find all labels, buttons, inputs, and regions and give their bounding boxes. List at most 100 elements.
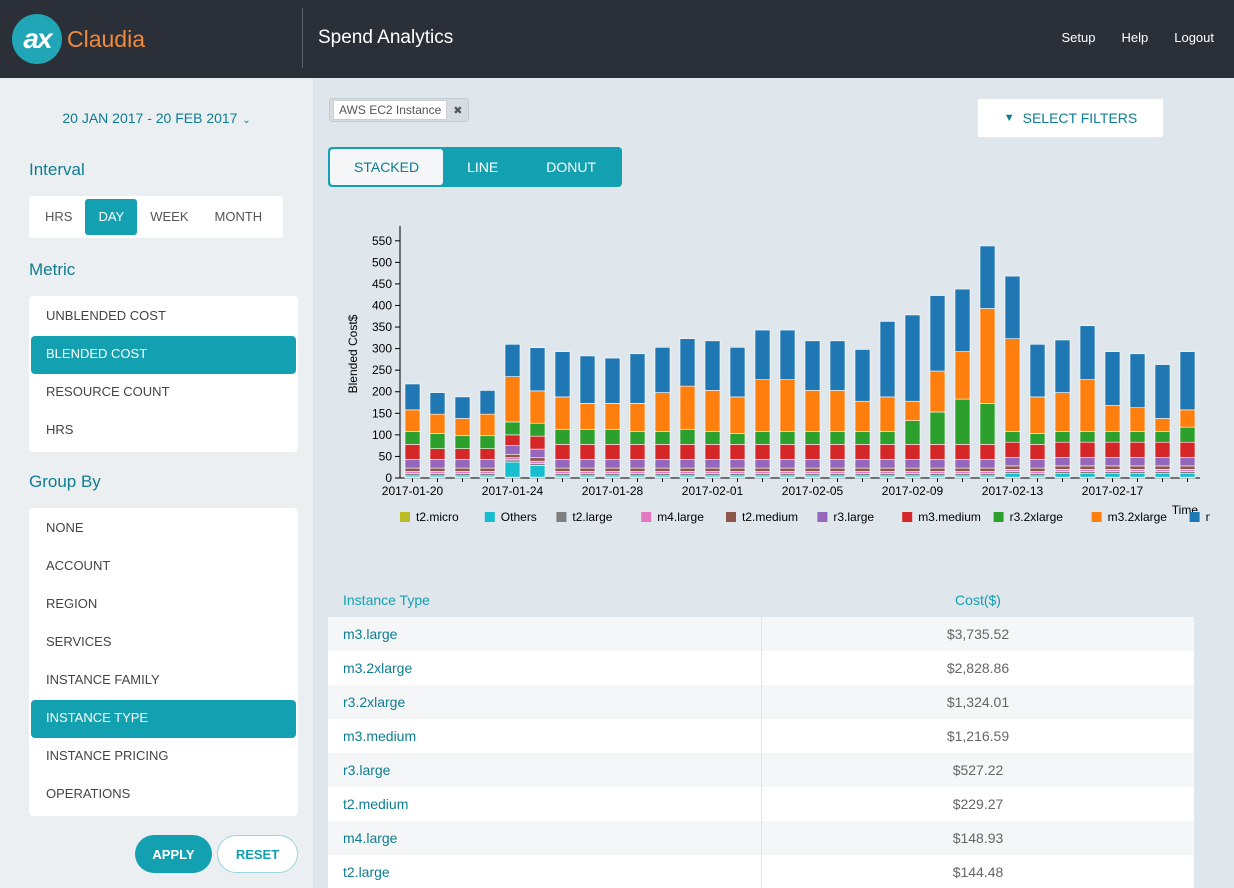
instance-type-cell[interactable]: t2.large — [328, 855, 762, 888]
group-by-option[interactable]: NONE — [46, 520, 84, 535]
instance-type-cell[interactable]: t2.medium — [328, 787, 762, 821]
bar-segment — [904, 459, 921, 469]
interval-option[interactable]: HRS — [45, 209, 73, 224]
instance-type-cell[interactable]: m4.large — [328, 821, 762, 855]
y-tick-label: 300 — [372, 342, 392, 356]
metric-option[interactable]: RESOURCE COUNT — [46, 384, 170, 399]
instance-type-cell[interactable]: r3.large — [328, 753, 762, 787]
table-row[interactable]: r3.2xlarge $1,324.01 — [328, 685, 1194, 719]
bar-segment — [579, 471, 596, 474]
interval-option[interactable]: MONTH — [214, 209, 263, 224]
group-by-option[interactable]: INSTANCE TYPE — [31, 700, 296, 738]
bar-segment — [929, 295, 946, 372]
instance-type-cell[interactable]: m3.large — [328, 617, 762, 651]
bar-segment — [1104, 441, 1121, 458]
bar-segment — [979, 467, 996, 472]
bar-segment — [654, 347, 671, 393]
bar-segment — [529, 422, 546, 437]
instance-type-cell[interactable]: m3.2xlarge — [328, 651, 762, 685]
close-icon[interactable]: ✖ — [453, 104, 463, 117]
logo[interactable]: ax Claudia — [12, 14, 145, 64]
bar-segment — [704, 444, 721, 460]
cost-cell: $144.48 — [952, 864, 1004, 880]
group-by-option[interactable]: REGION — [46, 596, 98, 611]
legend-swatch — [556, 512, 567, 522]
bar-segment — [679, 471, 696, 474]
bar-segment — [1054, 339, 1071, 393]
tab-line[interactable]: LINE — [467, 159, 499, 175]
x-tick-label: 2017-01-24 — [482, 484, 544, 498]
logout-link[interactable]: Logout — [1174, 30, 1214, 45]
bar-segment — [729, 396, 746, 434]
bar-segment — [854, 459, 871, 469]
group-by-option[interactable]: OPERATIONS — [46, 786, 131, 801]
bar-segment — [829, 473, 846, 477]
group-by-option[interactable]: SERVICES — [46, 634, 112, 649]
interval-option[interactable]: DAY — [85, 199, 138, 235]
bar-segment — [479, 471, 496, 474]
metric-title: Metric — [29, 260, 76, 279]
bar-segment — [1054, 456, 1071, 467]
bar-segment — [779, 444, 796, 460]
table-row[interactable]: r3.large $527.22 — [328, 753, 1194, 787]
bar-segment — [879, 459, 896, 469]
bar-segment — [579, 473, 596, 477]
table-row[interactable]: m4.large $148.93 — [328, 821, 1194, 855]
cost-header[interactable]: Cost($) — [955, 592, 1001, 608]
cost-cell: $527.22 — [952, 762, 1004, 778]
bar-segment — [854, 349, 871, 402]
metric-option[interactable]: UNBLENDED COST — [46, 308, 166, 323]
group-by-option[interactable]: ACCOUNT — [46, 558, 111, 573]
legend-swatch — [817, 512, 828, 522]
group-by-option[interactable]: INSTANCE PRICING — [46, 748, 169, 763]
reset-button[interactable]: RESET — [217, 835, 298, 873]
bar-segment — [729, 467, 746, 472]
bar-segment — [1154, 465, 1171, 470]
legend-swatch — [484, 512, 495, 522]
logo-mark: ax — [12, 14, 62, 64]
bar-segment — [604, 459, 621, 469]
apply-button[interactable]: APPLY — [135, 835, 212, 873]
bar-segment — [1154, 431, 1171, 443]
instance-type-header[interactable]: Instance Type — [343, 592, 430, 608]
x-tick-label: 2017-02-13 — [982, 484, 1044, 498]
bar-segment — [479, 467, 496, 472]
bar-segment — [529, 448, 546, 459]
instance-type-cell[interactable]: r3.2xlarge — [328, 685, 762, 719]
bar-segment — [1104, 473, 1121, 478]
help-link[interactable]: Help — [1121, 30, 1149, 45]
setup-link[interactable]: Setup — [1061, 30, 1096, 45]
interval-option[interactable]: WEEK — [150, 209, 189, 224]
bar-segment — [1179, 471, 1196, 474]
tab-donut[interactable]: DONUT — [546, 159, 596, 175]
bar-segment — [404, 471, 421, 474]
metric-option[interactable]: BLENDED COST — [31, 336, 296, 374]
bar-segment — [954, 471, 971, 474]
bar-segment — [929, 471, 946, 474]
table-row[interactable]: t2.medium $229.27 — [328, 787, 1194, 821]
bar-segment — [754, 467, 771, 472]
bar-segment — [1029, 444, 1046, 460]
x-tick-label: 2017-02-05 — [782, 484, 844, 498]
table-row[interactable]: m3.2xlarge $2,828.86 — [328, 651, 1194, 685]
bar-segment — [1179, 409, 1196, 428]
bar-segment — [779, 379, 796, 432]
date-range-picker[interactable]: 20 JAN 2017 - 20 FEB 2017 ⌄ — [0, 110, 313, 126]
table-row[interactable]: t2.large $144.48 — [328, 855, 1194, 888]
table-row[interactable]: m3.medium $1,216.59 — [328, 719, 1194, 753]
bar-segment — [679, 385, 696, 430]
bar-segment — [1179, 426, 1196, 443]
bar-segment — [654, 473, 671, 477]
instance-type-cell[interactable]: m3.medium — [328, 719, 762, 753]
bar-segment — [704, 467, 721, 472]
tab-stacked[interactable]: STACKED — [330, 149, 444, 185]
bar-segment — [654, 392, 671, 432]
bar-segment — [704, 390, 721, 432]
table-row[interactable]: m3.large $3,735.52 — [328, 617, 1194, 651]
y-tick-label: 450 — [372, 277, 392, 291]
bar-segment — [1104, 456, 1121, 467]
group-by-option[interactable]: INSTANCE FAMILY — [46, 672, 160, 687]
bar-segment — [404, 473, 421, 477]
metric-option[interactable]: HRS — [46, 422, 74, 437]
select-filters-button[interactable]: ▼ SELECT FILTERS — [977, 98, 1164, 138]
